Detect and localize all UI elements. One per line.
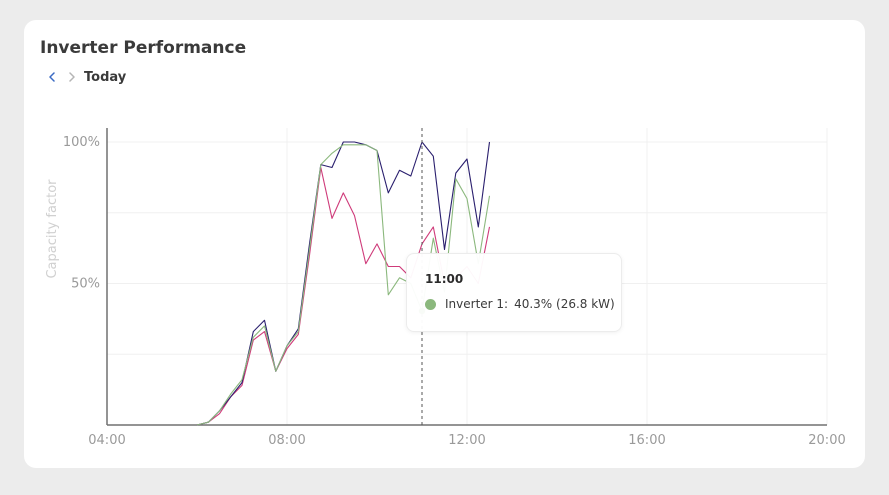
tooltip-row: Inverter 1: 40.3% (26.8 kW) — [425, 297, 615, 311]
chart-card: Inverter Performance Today — [24, 20, 865, 468]
x-tick-label: 08:00 — [268, 433, 305, 448]
chevron-right-icon[interactable] — [62, 68, 82, 86]
tooltip-value: 40.3% (26.8 kW) — [514, 297, 615, 311]
page-title: Inverter Performance — [40, 38, 247, 58]
chevron-left-icon[interactable] — [42, 68, 62, 86]
date-navigator: Today — [42, 68, 126, 86]
y-axis-label: Capacity factor — [45, 179, 60, 279]
tooltip-series-label: Inverter 1: — [445, 297, 509, 311]
x-tick-label: 04:00 — [88, 433, 125, 448]
y-tick-label: 100% — [63, 135, 100, 150]
date-label: Today — [84, 69, 127, 85]
y-tick-label: 50% — [71, 277, 100, 292]
x-tick-label: 12:00 — [448, 433, 485, 448]
tooltip-legend-dot — [425, 298, 436, 310]
x-tick-label: 16:00 — [628, 433, 665, 448]
tooltip-time: 11:00 — [425, 272, 464, 286]
chart-tooltip: 11:00 Inverter 1: 40.3% (26.8 kW) — [406, 253, 622, 332]
x-tick-label: 20:00 — [808, 433, 845, 448]
